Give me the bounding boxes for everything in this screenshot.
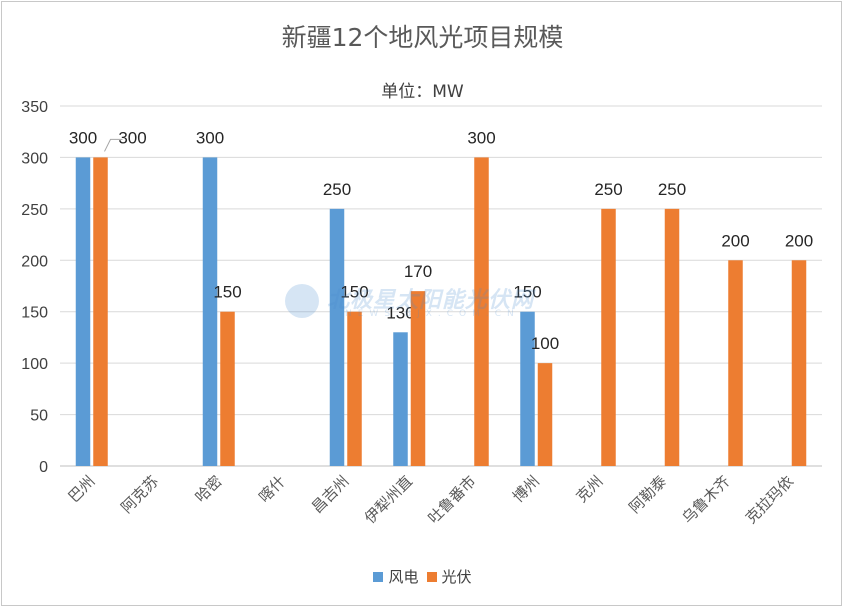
bar-光伏-吐鲁番市 <box>474 157 489 466</box>
data-label: 100 <box>531 334 559 353</box>
y-tick-label: 350 <box>21 99 48 116</box>
y-tick-label: 250 <box>21 202 48 219</box>
legend-item: 风电 <box>373 566 419 587</box>
legend-swatch <box>373 572 384 582</box>
bar-风电-昌吉州 <box>329 208 345 466</box>
bar-光伏-哈密 <box>220 311 235 466</box>
y-tick-label: 50 <box>30 408 48 425</box>
y-tick-label: 150 <box>21 305 48 322</box>
chart-title: 新疆12个地风光项目规模 <box>281 23 564 52</box>
data-label: 130 <box>386 303 414 322</box>
x-tick-label: 克州 <box>573 472 607 506</box>
x-tick-label: 喀什 <box>255 472 289 506</box>
data-label: 200 <box>785 231 813 250</box>
bar-光伏-阿勒泰 <box>664 208 680 466</box>
data-label-leader <box>104 138 123 152</box>
data-label: 170 <box>404 262 432 281</box>
chart-subtitle: 单位：MW <box>381 82 464 102</box>
x-tick-label: 伊犁州直 <box>361 472 416 527</box>
legend-swatch <box>426 572 437 582</box>
data-label: 300 <box>467 128 495 147</box>
data-label: 300 <box>118 128 146 147</box>
bar-光伏-克拉玛依 <box>791 260 807 466</box>
x-tick-label: 巴州 <box>65 472 99 506</box>
x-tick-label: 吐鲁番市 <box>424 472 479 527</box>
y-tick-label: 100 <box>21 356 48 373</box>
data-label: 300 <box>196 128 224 147</box>
bar-风电-巴州 <box>75 157 91 466</box>
bar-风电-博州 <box>520 311 535 466</box>
x-tick-label: 乌鲁木齐 <box>678 472 733 527</box>
data-label: 250 <box>323 180 351 199</box>
legend-item: 光伏 <box>426 566 472 587</box>
data-label: 250 <box>658 180 686 199</box>
bar-光伏-昌吉州 <box>347 311 362 466</box>
x-tick-label: 克拉玛依 <box>742 472 797 527</box>
x-tick-label: 博州 <box>509 472 543 506</box>
x-tick-label: 阿克苏 <box>118 472 163 517</box>
bar-光伏-巴州 <box>93 157 108 466</box>
data-label: 200 <box>721 231 749 250</box>
data-label: 250 <box>594 180 622 199</box>
y-tick-label: 0 <box>39 459 48 476</box>
y-tick-label: 200 <box>21 253 48 270</box>
bar-风电-哈密 <box>202 157 218 466</box>
y-tick-label: 300 <box>21 150 48 167</box>
data-label: 300 <box>69 128 97 147</box>
x-tick-label: 昌吉州 <box>308 472 353 517</box>
bar-光伏-克州 <box>601 208 616 466</box>
data-label: 150 <box>340 283 368 302</box>
legend-label: 风电 <box>388 568 419 586</box>
bar-风电-伊犁州直 <box>393 332 408 466</box>
x-tick-label: 阿勒泰 <box>626 472 671 517</box>
x-tick-label: 哈密 <box>192 472 226 506</box>
data-label: 150 <box>513 283 541 302</box>
bar-光伏-伊犁州直 <box>410 291 426 466</box>
legend: 风电 光伏 <box>0 566 845 587</box>
bar-光伏-乌鲁木齐 <box>728 260 743 466</box>
legend-label: 光伏 <box>441 568 472 586</box>
bar-光伏-博州 <box>537 363 553 466</box>
data-label: 150 <box>213 283 241 302</box>
